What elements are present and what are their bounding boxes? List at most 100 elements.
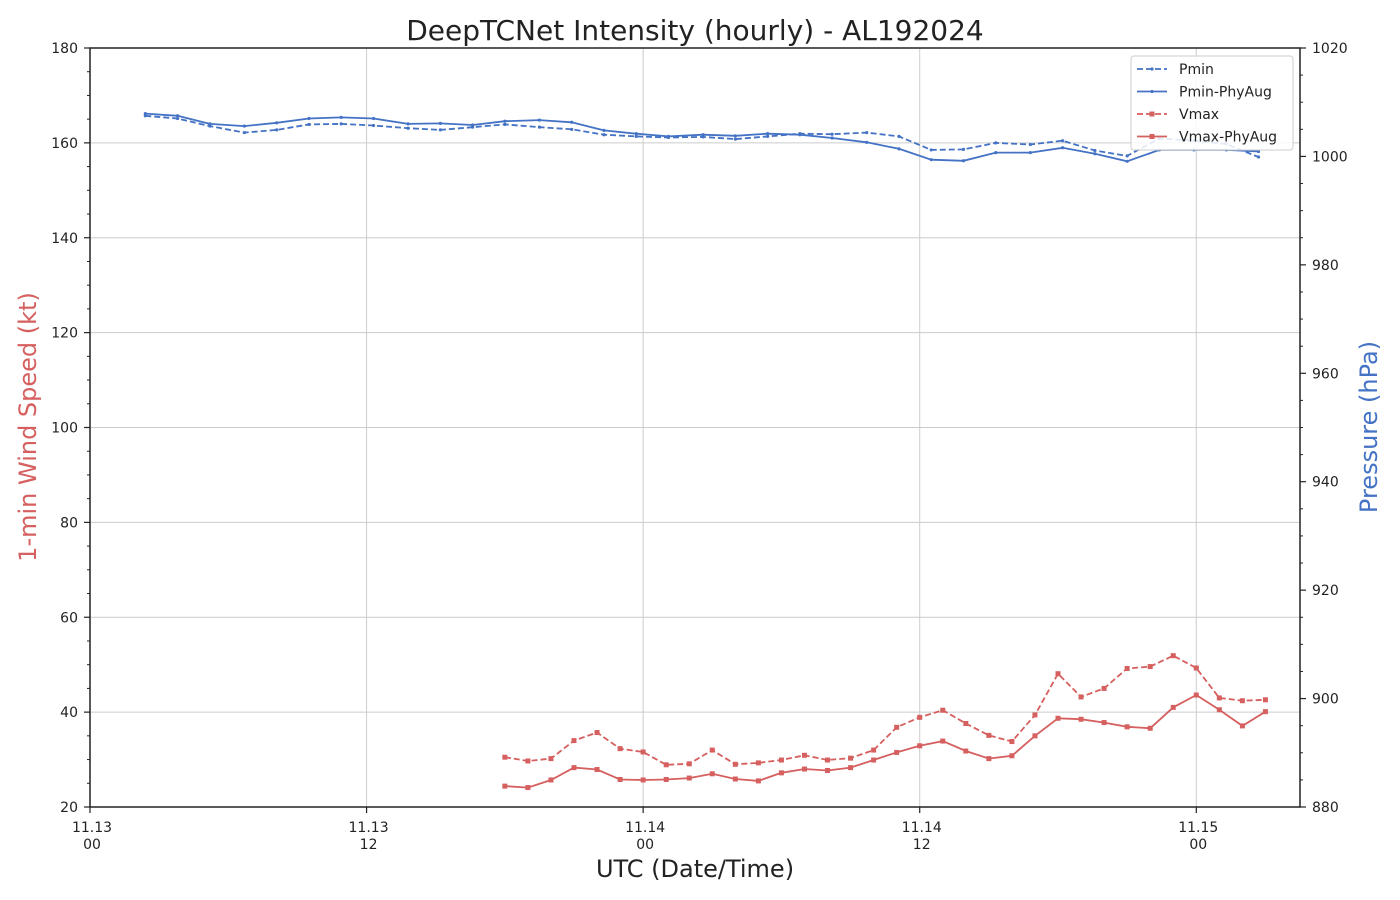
x-axis-tick-label-time: 00: [1189, 837, 1207, 853]
legend-marker: [1150, 67, 1154, 71]
data-point: [961, 159, 966, 163]
data-point: [548, 777, 554, 783]
data-point: [1055, 715, 1061, 721]
data-point: [571, 738, 577, 744]
data-point: [1125, 159, 1129, 163]
right-axis-tick-label: 1000: [1312, 149, 1348, 165]
data-point: [994, 141, 998, 145]
data-point: [709, 747, 715, 753]
data-point: [801, 766, 807, 772]
x-axis-title: UTC (Date/Time): [596, 855, 794, 883]
right-axis-tick-label: 920: [1312, 583, 1339, 599]
data-point: [242, 124, 247, 128]
data-point: [602, 133, 606, 137]
data-point: [917, 714, 923, 720]
x-axis-tick-label-date: 11.14: [625, 820, 665, 836]
data-point: [798, 133, 802, 137]
legend-marker: [1150, 89, 1154, 94]
right-axis-tick-label: 960: [1312, 366, 1339, 382]
data-point: [1009, 753, 1015, 759]
left-axis-tick-label: 60: [60, 610, 78, 626]
data-point: [940, 738, 946, 744]
data-point: [1124, 665, 1130, 671]
data-point: [929, 148, 933, 152]
data-point: [778, 757, 784, 763]
data-point: [634, 134, 638, 138]
right-axis-tick-label: 940: [1312, 475, 1339, 491]
data-point: [663, 776, 669, 782]
series-pmin-phyaug: [143, 111, 1261, 163]
data-point: [1028, 142, 1032, 147]
data-point: [438, 121, 442, 125]
data-point: [663, 762, 669, 768]
data-point: [602, 128, 606, 133]
series-pmin: [143, 114, 1261, 159]
data-point: [963, 721, 969, 727]
data-point: [470, 123, 475, 127]
data-point: [617, 776, 623, 782]
data-point: [571, 765, 577, 771]
x-axis-tick-label-date: 11.14: [902, 820, 942, 836]
left-axis-tick-label: 40: [60, 705, 78, 721]
data-point: [208, 122, 212, 126]
data-point: [307, 122, 311, 127]
legend-label-vmax-phyaug: Vmax-PhyAug: [1179, 130, 1277, 146]
data-point: [865, 140, 869, 144]
data-point: [940, 707, 946, 713]
data-point: [1078, 694, 1084, 700]
data-point: [894, 724, 900, 730]
data-point: [755, 778, 761, 784]
x-axis-tick-label-time: 12: [913, 837, 931, 853]
data-point: [339, 122, 343, 126]
data-point: [307, 116, 311, 121]
chart-title: DeepTCNet Intensity (hourly) - AL192024: [406, 14, 984, 47]
data-point: [242, 130, 247, 135]
data-point: [701, 133, 705, 137]
data-point: [666, 134, 671, 138]
data-point: [1147, 664, 1153, 670]
data-point: [963, 748, 969, 754]
data-point: [917, 743, 923, 749]
data-point: [617, 746, 623, 752]
data-point: [848, 755, 854, 761]
data-point: [594, 767, 600, 773]
data-point: [1193, 665, 1199, 671]
x-axis-tick-label-time: 00: [636, 837, 654, 853]
data-point: [929, 158, 933, 162]
data-point: [1239, 698, 1245, 704]
data-point: [339, 115, 343, 119]
data-point: [732, 776, 738, 782]
data-point: [1078, 716, 1084, 722]
data-point: [502, 754, 508, 760]
data-point: [894, 749, 900, 755]
data-point: [1147, 725, 1153, 731]
data-point: [1061, 146, 1065, 150]
data-point: [766, 134, 770, 138]
data-point: [732, 761, 738, 767]
data-point: [766, 132, 770, 136]
data-point: [1093, 152, 1097, 156]
data-point: [778, 770, 784, 776]
data-point: [1262, 697, 1268, 703]
data-point: [406, 126, 410, 130]
data-point: [986, 732, 992, 738]
data-point: [525, 758, 531, 764]
left-axis-tick-label: 140: [51, 231, 78, 247]
data-point: [502, 783, 508, 789]
data-point: [1124, 724, 1130, 730]
data-point: [537, 118, 542, 122]
legend-box: [1130, 55, 1294, 151]
data-point: [733, 137, 737, 141]
data-point: [371, 123, 376, 128]
data-point: [830, 136, 834, 140]
data-point: [548, 756, 554, 762]
data-point: [961, 147, 966, 151]
data-point: [175, 116, 180, 121]
legend-label-vmax: Vmax: [1179, 107, 1219, 123]
data-point: [1093, 148, 1097, 153]
data-point: [1032, 733, 1038, 739]
data-point: [733, 134, 737, 138]
data-point: [275, 121, 279, 125]
